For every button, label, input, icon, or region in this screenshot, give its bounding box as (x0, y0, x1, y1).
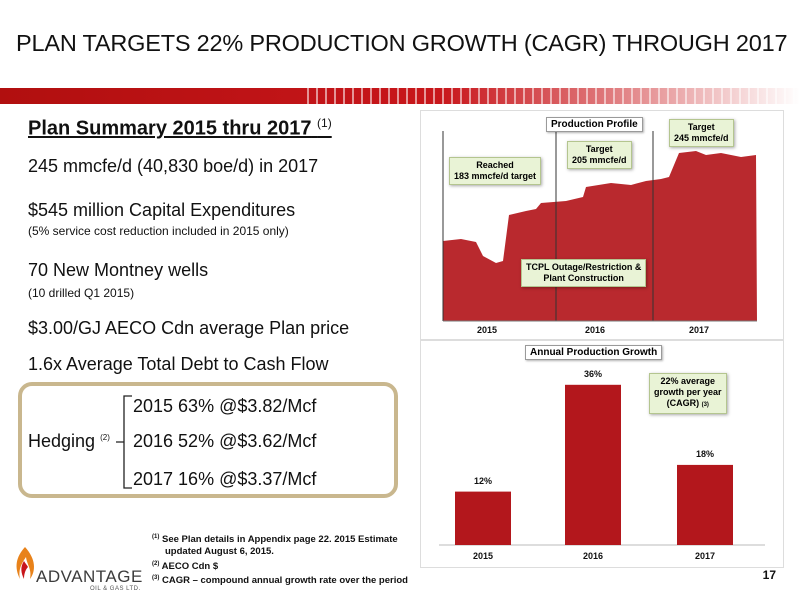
footnote-1: (1) See Plan details in Appendix page 22… (152, 534, 398, 546)
page-title: PLAN TARGETS 22% PRODUCTION GROWTH (CAGR… (16, 30, 788, 56)
x-tick-2017: 2017 (689, 325, 710, 335)
callout-outage: TCPL Outage/Restriction & Plant Construct… (521, 259, 647, 287)
annual-growth-title: Annual Production Growth (525, 345, 663, 360)
summary-wells-note: (10 drilled Q1 2015) (28, 286, 135, 300)
hedging-row-2016: 2016 52% @$3.62/Mcf (133, 431, 317, 451)
summary-production: 245 mmcfe/d (40,830 boe/d) in 2017 (28, 156, 319, 176)
bar-value-label-2016: 36% (583, 368, 602, 379)
x-tick-2016: 2016 (585, 325, 606, 335)
header-accent-stripes (300, 88, 800, 104)
bar-value-label-2017: 18% (695, 448, 714, 459)
hedging-bracket (116, 395, 132, 489)
production-profile-title: Production Profile (546, 117, 643, 132)
summary-capex-note: (5% service cost reduction included in 2… (28, 224, 289, 238)
footnote-3: (3) CAGR – compound annual growth rate o… (152, 575, 408, 587)
footnote-2: (2) AECO Cdn $ (152, 561, 219, 573)
callout-target-245: Target 245 mmcfe/d (669, 119, 734, 147)
summary-price: $3.00/GJ AECO Cdn average Plan price (28, 318, 350, 338)
hedging-row-2015: 2015 63% @$3.82/Mcf (133, 396, 317, 416)
logo-wordmark: ADVANTAGE (36, 567, 143, 586)
footnote-1-cont: updated August 6, 2015. (165, 546, 274, 557)
bar-2017 (677, 464, 733, 545)
summary-capex: $545 million Capital Expenditures (28, 200, 296, 220)
summary-wells: 70 New Montney wells (28, 260, 209, 280)
hedging-box (18, 382, 398, 498)
hedging-label: Hedging (2) (28, 431, 110, 451)
production-profile-chart: Production Profile Reached 183 mmcfe/d ta… (420, 110, 784, 340)
x-tick-2015: 2015 (477, 325, 498, 335)
annual-growth-plot (439, 384, 765, 546)
cagr-callout: 22% average growth per year (CAGR) (3) (649, 373, 727, 414)
bar-2016 (565, 384, 621, 545)
x-tick-2016: 2016 (582, 551, 604, 561)
bar-2015 (455, 491, 511, 545)
hedging-row-2017: 2017 16% @$3.37/Mcf (133, 469, 317, 489)
hedging-note: (2) (100, 433, 110, 442)
flame-logo-icon (16, 547, 35, 579)
bar-value-label-2015: 12% (473, 475, 492, 486)
callout-reached: Reached 183 mmcfe/d target (449, 157, 542, 185)
callout-target-205: Target 205 mmcfe/d (567, 141, 632, 169)
summary-debt: 1.6x Average Total Debt to Cash Flow (28, 354, 329, 374)
plan-summary-heading: Plan Summary 2015 thru 2017 (1) (28, 116, 332, 140)
logo-subtitle: OIL & GAS LTD. (90, 586, 141, 592)
x-tick-2017: 2017 (694, 551, 716, 561)
x-tick-2015: 2015 (472, 551, 494, 561)
plan-summary-note: (1) (317, 116, 332, 130)
annual-growth-chart: Annual Production Growth 12% 2015 36% 2016 1… (420, 340, 784, 568)
page-number: 17 (762, 568, 776, 582)
